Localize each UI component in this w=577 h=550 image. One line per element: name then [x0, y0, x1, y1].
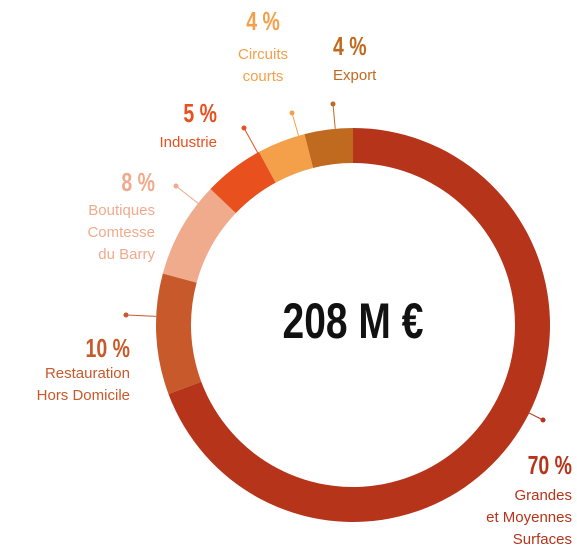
- value-label: 5 %: [183, 98, 217, 127]
- category-label: Hors Domicile: [37, 387, 130, 404]
- leader-line: [291, 112, 300, 136]
- leader-line: [175, 185, 199, 204]
- donut-segment: [162, 188, 236, 283]
- category-label: Circuits: [238, 46, 288, 63]
- leader-dot: [289, 110, 295, 116]
- donut-segment: [210, 151, 276, 214]
- donut-segment: [304, 128, 353, 168]
- category-label: du Barry: [98, 246, 155, 263]
- category-label: Surfaces: [513, 531, 572, 548]
- leader-line: [332, 103, 336, 129]
- donut-segment: [156, 273, 202, 394]
- leader-dot: [123, 312, 129, 318]
- category-label: Grandes: [514, 487, 572, 504]
- leader-line: [528, 412, 544, 421]
- value-label: 10 %: [86, 333, 130, 362]
- leader-dot: [540, 417, 546, 423]
- category-label: et Moyennes: [486, 509, 572, 526]
- category-label: Boutiques: [88, 202, 155, 219]
- category-label: courts: [243, 68, 284, 85]
- value-label: 4 %: [246, 6, 280, 35]
- category-label: Comtesse: [87, 224, 155, 241]
- donut-segment: [258, 134, 314, 183]
- center-label: 208 M €: [283, 292, 424, 349]
- leader-dot: [173, 183, 179, 189]
- category-label: Restauration: [45, 365, 130, 382]
- category-label: Industrie: [159, 134, 217, 151]
- leader-line: [243, 127, 259, 153]
- value-label: 4 %: [333, 31, 367, 60]
- leader-dot: [330, 101, 336, 107]
- leader-dot: [241, 125, 247, 131]
- category-label: Export: [333, 67, 377, 84]
- value-label: 70 %: [528, 450, 572, 479]
- leader-line: [125, 314, 157, 317]
- value-label: 8 %: [121, 167, 155, 196]
